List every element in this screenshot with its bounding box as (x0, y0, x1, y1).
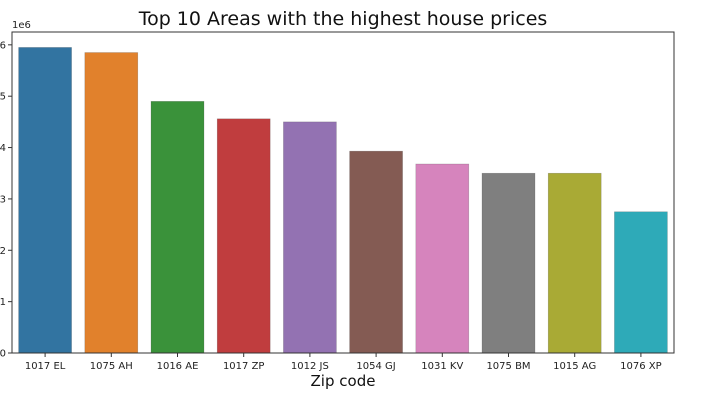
x-axis: 1017 EL 1075 AH 1016 AE 1017 ZP 1012 JS 1054 … (25, 353, 662, 372)
x-tick-label: 1075 BM (486, 361, 530, 372)
x-tick-label: 1076 XP (620, 361, 662, 372)
plot-frame (11, 31, 675, 354)
bar-1015-ag (547, 172, 602, 354)
x-tick-label: 1017 ZP (223, 361, 265, 372)
y-tick-label: 2 (0, 246, 6, 257)
x-tick-label: 1017 EL (25, 361, 66, 372)
x-tick-label: 1054 GJ (356, 361, 395, 372)
bar-1076-xp (614, 211, 668, 354)
y-tick-label: 0 (0, 349, 6, 360)
x-tick-label: 1015 AG (553, 361, 596, 372)
bar-1017-el (18, 47, 72, 354)
y-axis-exponent-label: 1e6 (12, 20, 31, 31)
bar-1031-kv (415, 163, 470, 354)
y-tick-label: 1 (0, 297, 6, 308)
y-tick-label: 5 (0, 92, 6, 103)
y-tick-label: 6 (0, 40, 6, 51)
x-axis-label: Zip code (311, 372, 376, 390)
bar-1075-bm (481, 172, 536, 354)
bar-1017-zp (216, 118, 271, 354)
bar-1075-ah (84, 52, 139, 354)
y-tick-label: 3 (0, 194, 6, 205)
bar-1016-ae (150, 101, 205, 354)
y-axis: 0 1 2 3 4 5 6 (0, 40, 12, 360)
chart-title: Top 10 Areas with the highest house pric… (138, 8, 548, 30)
x-tick-label: 1012 JS (291, 361, 329, 372)
bars-group (18, 47, 668, 354)
bar-1012-js (283, 121, 337, 354)
bar-1054-gj (349, 150, 403, 354)
x-tick-label: 1075 AH (90, 361, 133, 372)
y-tick-label: 4 (0, 143, 6, 154)
x-tick-label: 1016 AE (157, 361, 199, 372)
x-tick-label: 1031 KV (421, 361, 463, 372)
